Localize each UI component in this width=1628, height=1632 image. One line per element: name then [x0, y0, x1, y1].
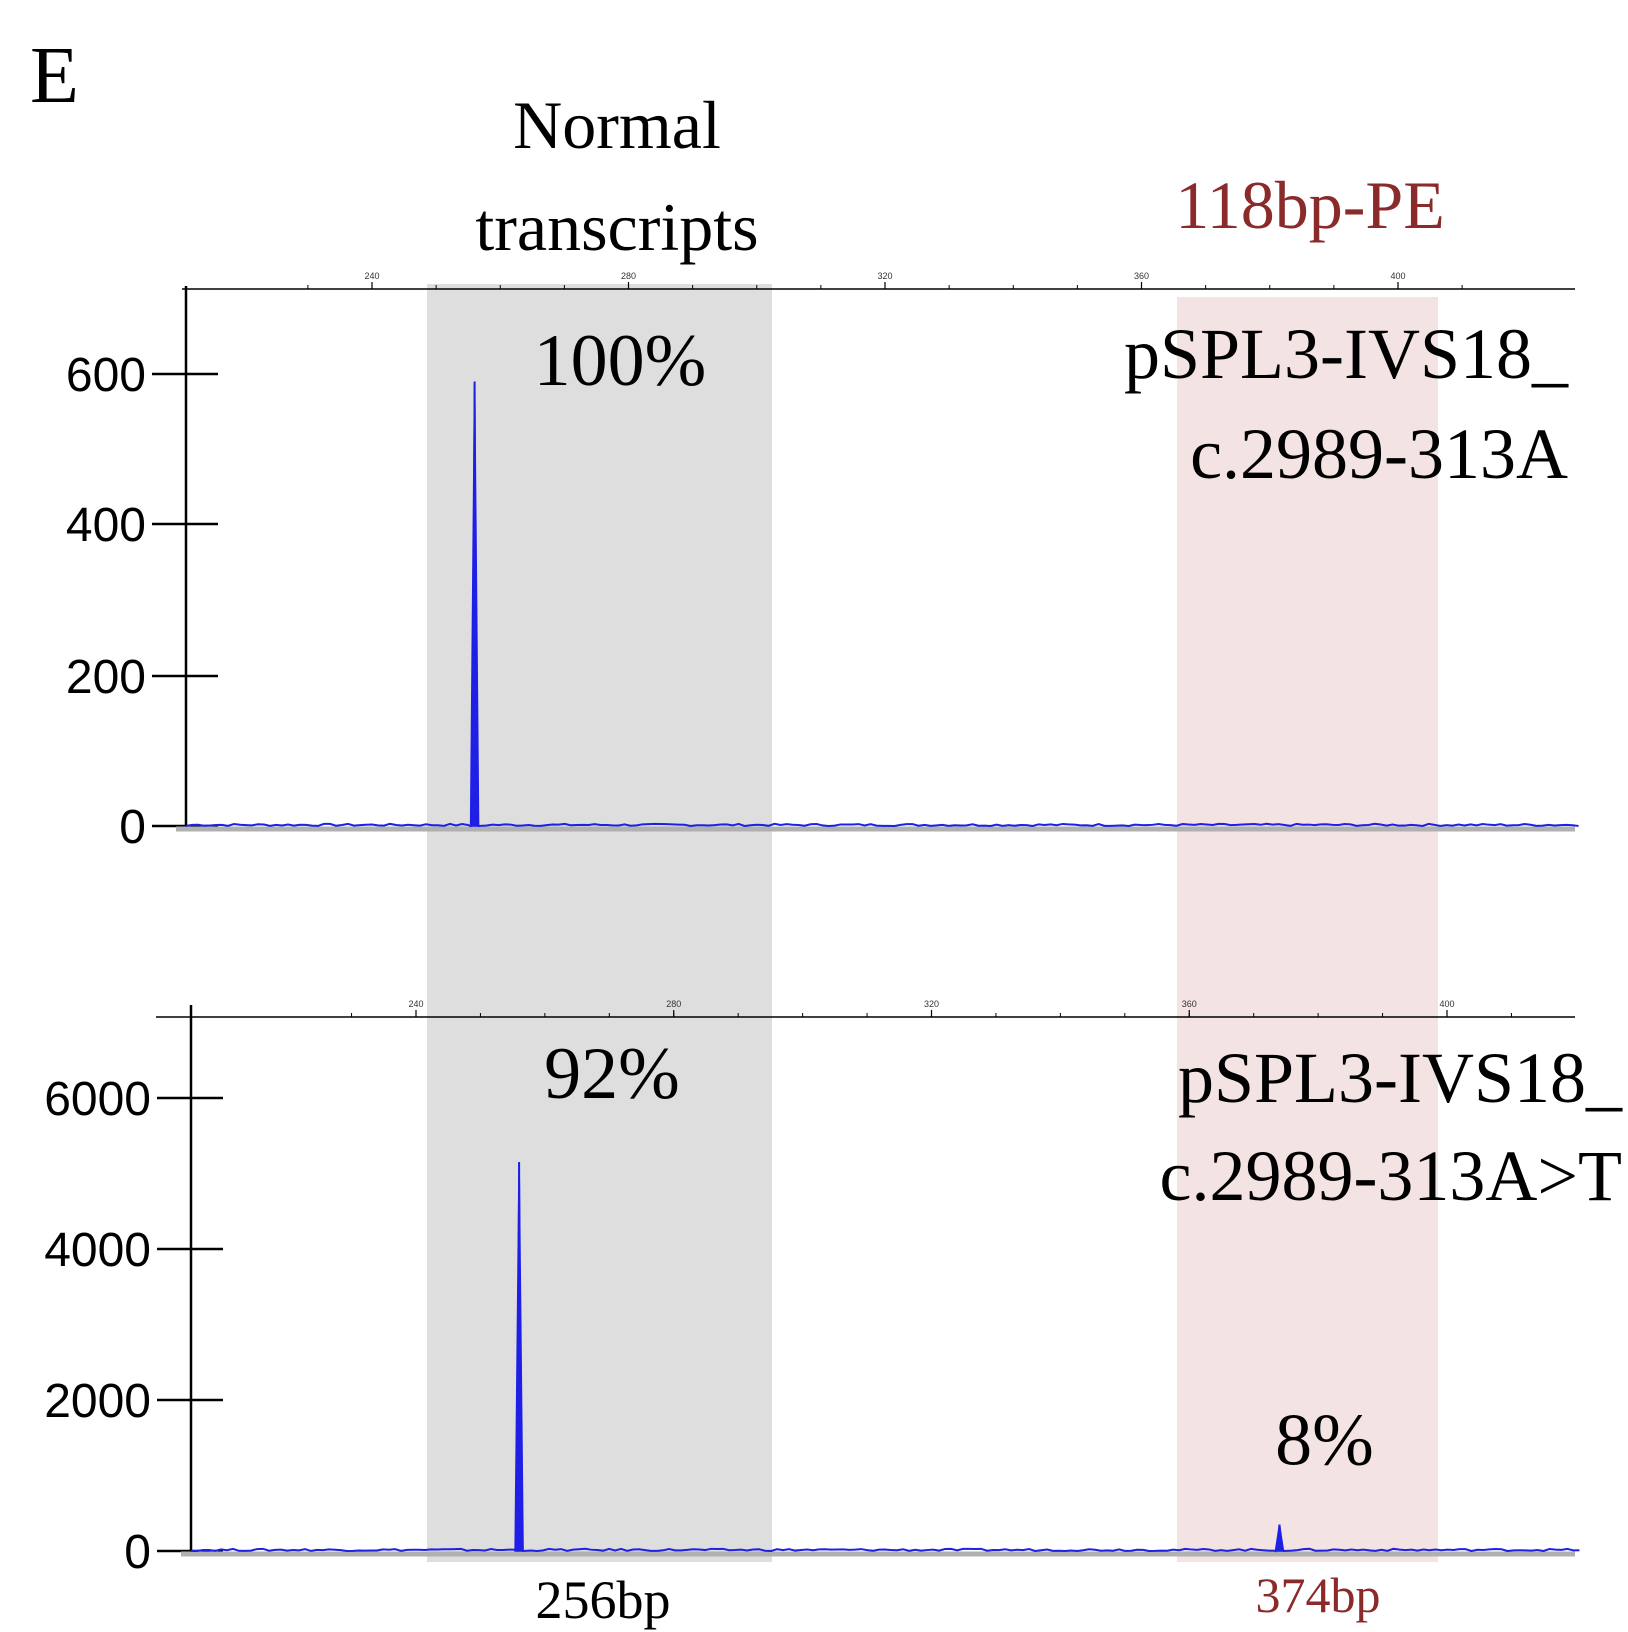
normal-transcripts-label-line1: Normal — [513, 87, 721, 163]
sample-label-line1: pSPL3-IVS18_ — [1178, 1038, 1623, 1118]
normal-transcript-band — [427, 284, 772, 1562]
pe-band — [1177, 297, 1438, 1562]
y-tick-label: 0 — [124, 1526, 151, 1579]
size-tick-label: 240 — [408, 999, 423, 1009]
panel-label: E — [30, 32, 79, 120]
size-tick-label: 360 — [1182, 999, 1197, 1009]
peak-mark — [1274, 1524, 1285, 1552]
signal-trace — [190, 1162, 1580, 1553]
y-tick-label: 6000 — [44, 1073, 151, 1126]
size-tick-label: 280 — [621, 271, 636, 281]
y-tick-label: 400 — [66, 499, 146, 552]
size-tick-label: 320 — [877, 271, 892, 281]
size-tick-label: 360 — [1134, 271, 1149, 281]
peak-percent-label: 100% — [534, 320, 707, 402]
size-tick-label: 320 — [924, 999, 939, 1009]
pe-size-label: 374bp — [1256, 1567, 1381, 1623]
top-electropherogram-panel: 240 280 320 360 400 0 200 400 600 100% pSPL3-IVS18… — [66, 271, 1579, 854]
size-tick-label: 280 — [666, 999, 681, 1009]
y-tick-label: 200 — [66, 651, 146, 704]
y-tick-label: 4000 — [44, 1224, 151, 1277]
sample-label-line2: c.2989-313A — [1190, 414, 1568, 494]
sample-label-line1: pSPL3-IVS18_ — [1124, 314, 1569, 394]
peak-mark — [469, 381, 480, 827]
y-tick-label: 0 — [119, 801, 146, 854]
normal-transcripts-label-line2: transcripts — [475, 189, 758, 265]
size-tick-label: 400 — [1390, 271, 1405, 281]
peak-percent-label: 8% — [1275, 1400, 1374, 1482]
sample-label-line2: c.2989-313A>T — [1159, 1136, 1622, 1216]
size-tick-label: 240 — [364, 271, 379, 281]
pe-label: 118bp-PE — [1175, 167, 1444, 243]
y-tick-label: 600 — [66, 349, 146, 402]
peak-mark — [514, 1162, 524, 1552]
normal-size-label: 256bp — [536, 1570, 671, 1630]
y-tick-label: 2000 — [44, 1375, 151, 1428]
size-tick-label: 400 — [1439, 999, 1454, 1009]
peak-percent-label: 92% — [544, 1033, 680, 1115]
signal-trace — [185, 381, 1579, 828]
